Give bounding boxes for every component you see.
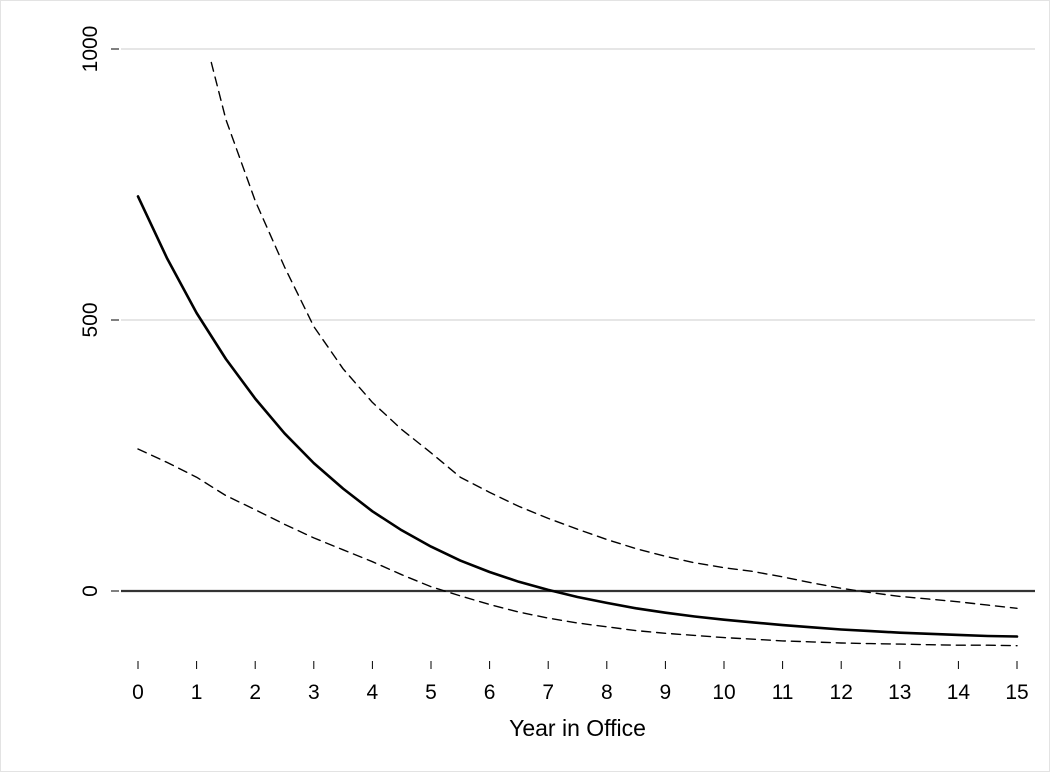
- x-tick-label: 15: [1005, 681, 1028, 704]
- x-tick-label: 2: [249, 681, 261, 704]
- y-tick-label: 500: [79, 302, 102, 337]
- x-tick-label: 11: [772, 681, 794, 704]
- gridlines: [121, 48, 1035, 321]
- series-lines: [136, 61, 1019, 647]
- x-axis-title: Year in Office: [509, 715, 646, 741]
- y-tick-label: 1000: [79, 26, 102, 73]
- x-tick-label: 3: [308, 681, 320, 704]
- x-tick-label: 13: [888, 681, 911, 704]
- x-tick-label: 12: [830, 681, 853, 704]
- y-tick-label: 0: [79, 585, 102, 597]
- lower-ci-line: [137, 448, 1018, 647]
- x-tick-label: 6: [484, 681, 496, 704]
- x-tick-label: 10: [712, 681, 735, 704]
- x-tick-label: 14: [947, 681, 971, 704]
- x-tick-label: 0: [132, 681, 144, 704]
- x-tick-label: 5: [425, 681, 437, 704]
- upper-ci-line: [210, 61, 1018, 609]
- x-axis: 0 1 2 3 4 5 6 7 8 9 10 11 12 13 14 15: [132, 661, 1029, 704]
- x-tick-label: 7: [542, 681, 554, 704]
- y-axis: 0 500 1000: [79, 26, 119, 597]
- x-tick-label: 1: [191, 681, 203, 704]
- estimate-line: [136, 195, 1019, 638]
- x-tick-label: 4: [367, 681, 379, 704]
- x-tick-label: 8: [601, 681, 613, 704]
- x-tick-label: 9: [660, 681, 672, 704]
